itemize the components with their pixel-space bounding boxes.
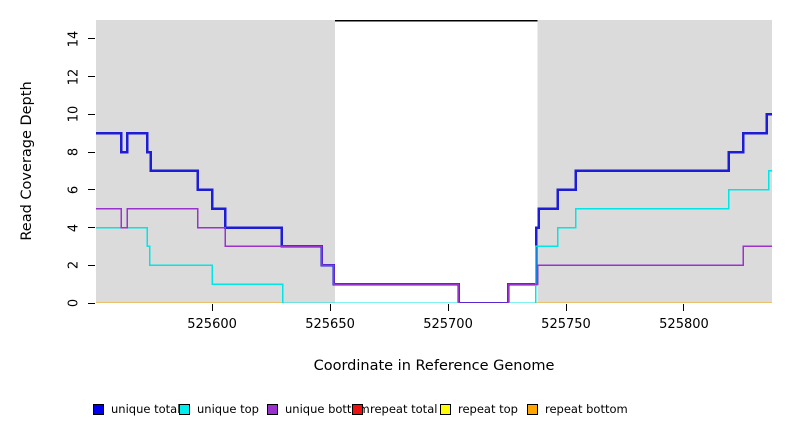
plot-svg bbox=[96, 20, 772, 303]
legend-label: repeat total bbox=[370, 402, 438, 416]
x-tick bbox=[447, 304, 449, 311]
y-tick-label: 12 bbox=[66, 68, 82, 85]
shaded-region bbox=[96, 20, 336, 303]
x-tick-label: 525750 bbox=[541, 317, 591, 332]
legend-item: unique top bbox=[179, 403, 259, 415]
y-tick-label: 8 bbox=[66, 147, 82, 157]
legend-swatch-icon bbox=[179, 403, 190, 415]
legend-item: repeat bottom bbox=[527, 403, 628, 415]
y-tick bbox=[88, 302, 95, 304]
y-tick-label: 0 bbox=[66, 298, 82, 308]
y-axis-title: Read Coverage Depth bbox=[19, 81, 35, 241]
y-tick bbox=[88, 151, 95, 153]
legend-item: repeat top bbox=[440, 403, 518, 415]
y-tick-label: 4 bbox=[66, 223, 82, 232]
legend-swatch-icon bbox=[267, 403, 278, 415]
x-tick bbox=[329, 304, 331, 311]
legend-swatch-icon bbox=[352, 403, 363, 415]
legend-label: repeat top bbox=[458, 402, 518, 416]
series-unique-top bbox=[96, 170, 772, 303]
series-unique-bottom bbox=[96, 207, 772, 303]
y-tick bbox=[88, 264, 95, 266]
x-tick-label: 525600 bbox=[187, 317, 237, 332]
legend-item: repeat total bbox=[352, 403, 437, 415]
legend-label: unique bottom bbox=[285, 402, 370, 416]
legend-swatch-icon bbox=[440, 403, 451, 415]
legend-item: unique bottom bbox=[267, 403, 370, 415]
x-tick bbox=[683, 304, 685, 311]
x-tick-label: 525650 bbox=[305, 317, 355, 332]
y-tick bbox=[88, 113, 95, 115]
legend-item: unique total bbox=[93, 403, 180, 415]
shaded-region bbox=[537, 20, 772, 303]
plot-area bbox=[96, 20, 772, 303]
y-tick-label: 2 bbox=[66, 261, 82, 270]
y-tick-label: 6 bbox=[66, 185, 82, 194]
y-tick-label: 14 bbox=[66, 30, 82, 48]
y-tick-label: 10 bbox=[66, 106, 82, 123]
y-tick bbox=[88, 227, 95, 229]
x-tick bbox=[211, 304, 213, 311]
legend-swatch-icon bbox=[527, 403, 538, 415]
legend-label: repeat bottom bbox=[545, 402, 628, 416]
x-tick-label: 525800 bbox=[659, 317, 709, 332]
legend-swatch-icon bbox=[93, 403, 104, 415]
y-tick bbox=[88, 189, 95, 191]
legend-label: unique top bbox=[197, 402, 259, 416]
x-axis-title: Coordinate in Reference Genome bbox=[313, 358, 555, 374]
x-tick bbox=[565, 304, 567, 311]
x-tick-label: 525700 bbox=[423, 317, 473, 332]
y-tick bbox=[88, 38, 95, 40]
y-tick bbox=[88, 76, 95, 78]
legend-label: unique total bbox=[111, 402, 181, 416]
